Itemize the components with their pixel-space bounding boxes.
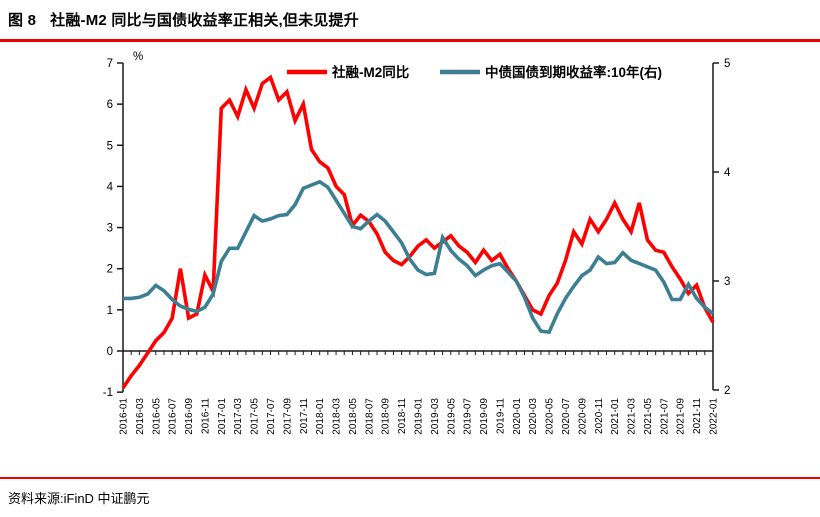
x-axis-tick-label: 2016-07: [168, 398, 179, 435]
x-axis-tick-label: 2019-03: [430, 398, 441, 435]
x-axis-tick-label: 2020-09: [577, 398, 588, 435]
x-axis-tick-label: 2017-09: [282, 398, 293, 435]
y-axis-left-tick-label: 1: [107, 305, 113, 317]
x-axis-tick-label: 2016-05: [151, 398, 162, 435]
y-axis-left-tick-label: 7: [107, 58, 113, 70]
y-axis-left-tick-label: -1: [103, 387, 113, 399]
y-axis-left-tick-label: 3: [107, 223, 113, 235]
y-axis-right-tick-label: 2: [724, 385, 730, 397]
legend-label-1: 中债国债到期收益率:10年(右): [485, 64, 662, 80]
x-axis-tick-label: 2019-01: [414, 398, 425, 435]
series-line-0: [121, 74, 715, 389]
x-axis-tick-label: 2020-03: [528, 398, 539, 435]
x-axis-tick-label: 2021-05: [643, 398, 654, 435]
x-axis-tick-label: 2021-11: [692, 398, 703, 434]
x-axis-tick-label: 2017-05: [250, 398, 261, 435]
y-axis-left-tick-label: 4: [107, 181, 114, 193]
y-axis-left-unit-label: %: [133, 51, 143, 63]
y-axis-left: 7 6 5 4 3 2 1 0 -1%: [103, 51, 143, 399]
chart-legend: 社融-M2同比 中债国债到期收益率:10年(右): [287, 64, 662, 80]
y-axis-left-tick-label: 5: [107, 140, 113, 152]
y-axis-right-tick-label: 5: [724, 58, 730, 70]
x-axis-tick-label: 2020-07: [561, 398, 572, 435]
x-axis-tick-label: 2016-09: [184, 398, 195, 435]
x-axis-tick-label: 2021-07: [659, 398, 670, 435]
x-axis-tick-label: 2017-01: [217, 398, 228, 435]
x-axis-tick-label: 2016-11: [200, 398, 211, 434]
y-axis-left-tick-label: 6: [107, 99, 113, 111]
y-axis-right-tick-label: 4: [724, 167, 731, 179]
x-axis-tick-label: 2019-11: [495, 398, 506, 434]
figure-label: 图 8: [8, 12, 37, 29]
title-divider-rule: [0, 39, 820, 42]
footer-divider-rule: [0, 477, 820, 479]
y-axis-left-tick-label: 0: [107, 346, 113, 358]
x-axis-tick-label: 2018-11: [397, 398, 408, 434]
y-axis-left-tick-label: 2: [107, 264, 113, 276]
x-axis-tick-label: 2020-01: [512, 398, 523, 435]
legend-label-0: 社融-M2同比: [331, 64, 409, 80]
x-axis-tick-label: 2022-01: [709, 398, 720, 435]
x-axis-tick-label: 2018-07: [364, 398, 375, 435]
chart-area: 7 6 5 4 3 2 1 0 -1% 5 4 3 2 2016-01 2016-03 2016-05 2016…: [0, 40, 820, 477]
source-note: 资料来源:iFinD 中证鹏元: [8, 491, 150, 506]
x-axis-tick-label: 2017-03: [233, 398, 244, 435]
x-axis-tick-label: 2018-03: [332, 398, 343, 435]
x-axis-tick-label: 2018-01: [315, 398, 326, 435]
x-axis-tick-label: 2021-09: [676, 398, 687, 435]
y-axis-right-tick-label: 3: [724, 276, 730, 288]
series-lines: [121, 74, 715, 389]
x-axis-tick-label: 2016-01: [119, 398, 130, 435]
x-axis-tick-label: 2016-03: [135, 398, 146, 435]
y-axis-right: 5 4 3 2: [712, 58, 731, 397]
x-axis: 2016-01 2016-03 2016-05 2016-07 2016-09 2016-…: [119, 350, 720, 435]
series-line-1: [123, 179, 715, 335]
x-axis-tick-label: 2019-05: [446, 398, 457, 435]
x-axis-tick-label: 2017-11: [299, 398, 310, 434]
x-axis-tick-label: 2021-01: [610, 398, 621, 435]
figure-title: 图 8 社融-M2 同比与国债收益率正相关,但未见提升: [8, 9, 359, 30]
x-axis-tick-label: 2019-07: [463, 398, 474, 435]
x-axis-tick-label: 2021-03: [627, 398, 638, 435]
x-axis-tick-label: 2020-11: [594, 398, 605, 434]
x-axis-tick-label: 2018-05: [348, 398, 359, 435]
figure-title-text: 社融-M2 同比与国债收益率正相关,但未见提升: [50, 12, 359, 29]
x-axis-tick-label: 2018-09: [381, 398, 392, 435]
x-axis-tick-label: 2020-05: [545, 398, 556, 435]
x-axis-tick-label: 2017-07: [266, 398, 277, 435]
x-axis-tick-label: 2019-09: [479, 398, 490, 435]
